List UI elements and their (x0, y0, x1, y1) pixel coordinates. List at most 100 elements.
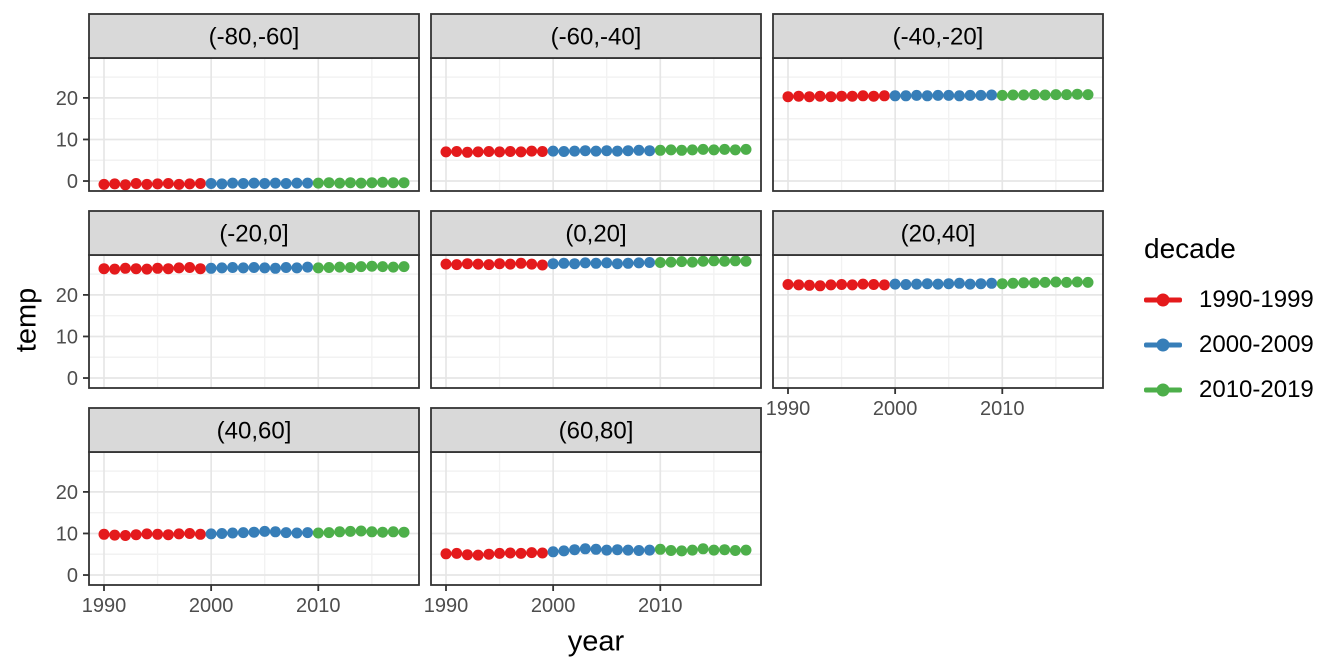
series-2010-2019 (312, 176, 410, 189)
data-point (451, 146, 463, 157)
data-point (975, 278, 987, 290)
data-point (1018, 277, 1030, 289)
series-2010-2019 (654, 255, 752, 268)
data-point (579, 145, 591, 157)
data-point (302, 527, 314, 539)
data-point (173, 528, 185, 540)
data-point (654, 144, 666, 156)
facet-(60,80]: (60,80] 1990 2000 2010 (424, 407, 762, 617)
data-point (697, 255, 709, 267)
data-point (109, 263, 121, 275)
data-point (461, 258, 473, 270)
data-point (291, 262, 303, 274)
data-point (98, 263, 110, 275)
x-tick-label: 1990 (82, 595, 127, 617)
data-point (344, 525, 356, 537)
facet-strip-label: (-80,-60] (209, 24, 300, 51)
data-point (451, 547, 463, 559)
data-point (1071, 88, 1083, 100)
data-point (547, 145, 559, 157)
data-point (782, 91, 794, 103)
data-point (793, 90, 805, 102)
data-point (878, 279, 890, 291)
legend-entry-2000-2009: 2000-2009 (1144, 322, 1314, 367)
data-point (355, 525, 367, 537)
data-point (515, 547, 527, 559)
data-point (611, 258, 623, 270)
facet-(-20,0]: (-20,0] 0 10 20 (56, 210, 420, 390)
data-point (451, 259, 463, 271)
x-axis-title: year (567, 625, 625, 658)
data-point (184, 528, 196, 539)
data-point (440, 258, 452, 270)
data-point (996, 278, 1008, 290)
series-1990-1999 (440, 257, 548, 271)
data-point (461, 146, 473, 158)
data-point (515, 146, 527, 158)
data-point (130, 178, 142, 189)
data-point (569, 544, 581, 556)
data-point (601, 145, 613, 157)
data-point (1028, 277, 1040, 289)
legend-entry-label: 2000-2009 (1199, 330, 1314, 358)
facet-strip-label: (0,20] (565, 221, 626, 248)
data-point (355, 177, 367, 189)
data-point (344, 177, 356, 189)
data-point (536, 259, 548, 271)
data-point (1082, 89, 1094, 101)
data-point (729, 545, 741, 556)
data-point (141, 528, 153, 540)
data-point (291, 177, 303, 189)
data-point (440, 146, 452, 158)
data-point (569, 258, 581, 270)
series-2010-2019 (654, 543, 752, 557)
series-1990-1999 (782, 90, 890, 103)
legend-key-line-point-icon (1144, 382, 1182, 398)
data-point (280, 262, 292, 273)
legend-entry-1990-1999: 1990-1999 (1144, 277, 1314, 322)
series-1990-1999 (440, 547, 548, 561)
data-point (184, 262, 196, 273)
data-point (708, 144, 720, 156)
data-point (803, 279, 815, 291)
series-1990-1999 (782, 278, 890, 292)
data-point (344, 262, 356, 273)
data-point (259, 525, 271, 537)
data-point (494, 258, 506, 270)
y-tick-label: 10 (56, 326, 78, 348)
data-point (387, 526, 399, 538)
data-point (1071, 276, 1083, 288)
data-point (440, 548, 452, 560)
data-point (483, 146, 495, 157)
data-point (846, 279, 858, 291)
data-point (130, 263, 142, 275)
data-point (398, 177, 410, 189)
data-point (729, 255, 741, 267)
data-point (269, 177, 281, 189)
x-tick-label: 1990 (766, 398, 811, 420)
facet-strip (430, 407, 762, 453)
data-point (814, 90, 826, 102)
x-tick-label: 2010 (980, 398, 1025, 420)
data-point (708, 544, 720, 556)
series-1990-1999 (98, 262, 206, 275)
data-point (504, 547, 516, 559)
data-point (387, 261, 399, 273)
data-point (227, 177, 239, 189)
facet-(40,60]: (40,60] 0 10 20 1990 2000 2010 (56, 407, 420, 617)
y-tick-label: 0 (67, 368, 78, 390)
data-point (526, 145, 538, 157)
data-point (536, 547, 548, 559)
data-point (911, 278, 923, 290)
facet-strip (88, 407, 420, 453)
data-point (793, 279, 805, 291)
data-point (312, 527, 324, 539)
data-point (814, 280, 826, 292)
data-point (162, 178, 174, 189)
data-point (889, 90, 901, 102)
facet-strip-label: (40,60] (217, 418, 292, 445)
data-point (259, 262, 271, 274)
data-point (986, 89, 998, 101)
data-point (1039, 276, 1051, 288)
